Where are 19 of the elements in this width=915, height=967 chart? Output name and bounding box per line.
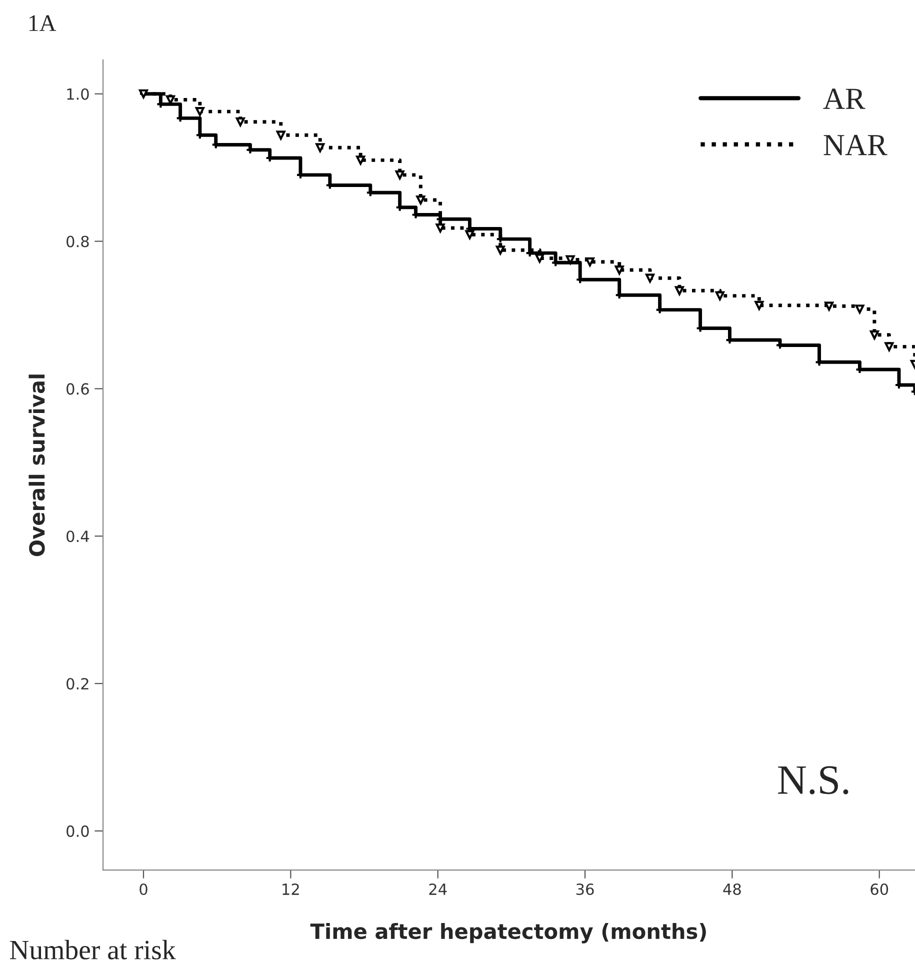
- y-axis-title: Overall survival: [28, 374, 45, 556]
- text: Number at risk: [10, 940, 176, 960]
- y-tick-label: 0.2: [66, 678, 88, 690]
- legend-label: NAR: [824, 134, 888, 156]
- x-tick-label: 12: [282, 883, 299, 895]
- y-tick-label: 0.0: [66, 825, 89, 837]
- x-axis-title: Time after hepatectomy (months): [310, 922, 706, 944]
- x-tick-label: 48: [723, 883, 741, 896]
- legend-label: AR: [823, 88, 866, 109]
- x-tick-label: 60: [870, 883, 888, 896]
- y-tick-label: 1.0: [67, 88, 89, 100]
- y-tick-label: 0.6: [66, 383, 89, 395]
- y-tick-label: 0.8: [66, 236, 89, 248]
- x-tick-label: 36: [576, 883, 594, 896]
- x-tick-label: 0: [140, 883, 148, 896]
- y-tick-label: 0.4: [66, 530, 89, 542]
- annotation: N.S.: [778, 766, 848, 794]
- x-tick-label: 24: [429, 883, 447, 895]
- text: 1A: [30, 15, 56, 31]
